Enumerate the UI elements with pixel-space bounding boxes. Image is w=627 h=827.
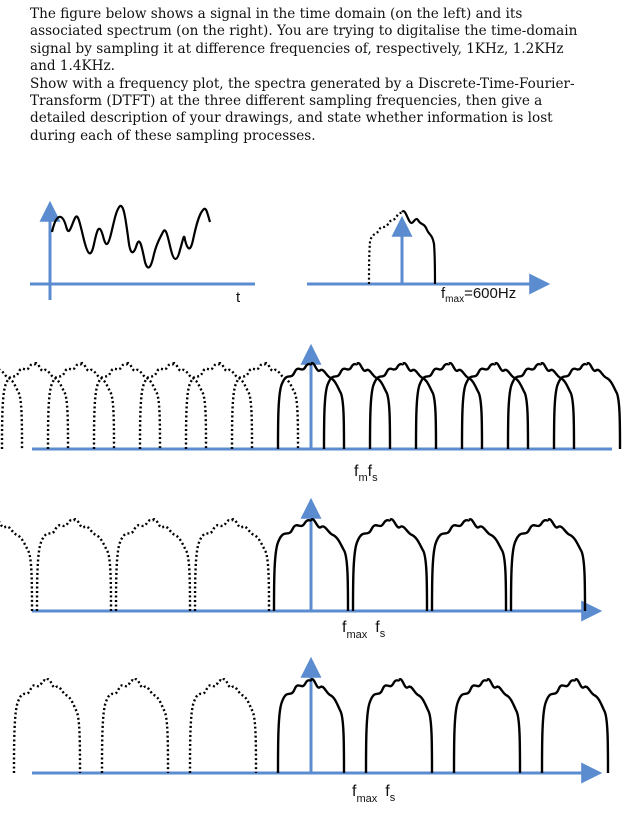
plot2-replica-0-right-half — [0, 520, 34, 612]
plot1-replica-5-left-half — [184, 362, 221, 450]
plot1-replica-8-left-half — [322, 362, 359, 450]
plot1-freq-labels: fmfs — [354, 463, 378, 484]
plot3-replica-4-right-half — [398, 678, 434, 774]
plot1-replica-13-right-half — [586, 361, 622, 450]
plot1-replica-12-left-half — [506, 362, 543, 450]
plot1-replica-0-right-half — [0, 368, 24, 450]
plot3-freq-labels: fmax fs — [352, 783, 396, 805]
plot1-replica-4-right-half — [172, 361, 208, 450]
plot1-replica-3-right-half — [126, 361, 162, 450]
plot2-replica-1-left-half — [35, 518, 76, 612]
plot2-replica-4-right-half — [310, 518, 350, 612]
plot3-replica-3-right-half — [310, 678, 346, 774]
plot3-replica-5-left-half — [452, 679, 489, 774]
plot2-replica-5-right-half — [389, 518, 429, 612]
plot3-replica-2-right-half — [222, 678, 258, 774]
plot1-replica-6-right-half — [264, 361, 300, 450]
plot2-replica-6-right-half — [468, 518, 508, 612]
plot2-replica-1-right-half — [73, 518, 113, 612]
plot3-replica-2-left-half — [188, 679, 225, 774]
plot2-replica-2-right-half — [152, 518, 192, 612]
plot1-replica-2-right-half — [80, 361, 116, 450]
plot3-replica-0-right-half — [46, 678, 82, 774]
plot3-replica-4-left-half — [364, 679, 401, 774]
question-text: The figure below shows a signal in the t… — [30, 6, 590, 145]
plot1-replica-4-left-half — [138, 362, 175, 450]
plot2-replica-6-left-half — [430, 518, 471, 612]
plot3-replica-1-left-half — [100, 679, 137, 774]
time-signal-trace — [50, 204, 212, 269]
plot2-replica-3-right-half — [231, 518, 271, 612]
plot3-replica-3-left-half — [276, 679, 313, 774]
sampled-spectrum-plot-1: fmfs — [0, 343, 622, 484]
spectrum-positive-half — [401, 210, 437, 285]
plot2-replica-7-right-half — [547, 518, 587, 612]
plot2-replica-2-left-half — [114, 518, 155, 612]
plot3-replica-6-right-half — [574, 678, 610, 774]
time-axis-label: t — [236, 289, 241, 306]
plot1-replica-6-left-half — [230, 362, 267, 450]
plot1-replica-2-left-half — [46, 362, 83, 450]
plot1-replica-5-right-half — [218, 361, 254, 450]
spectrum-negative-half — [367, 211, 403, 285]
plot1-replica-7-left-half — [276, 362, 313, 450]
question-paragraph-1: The figure below shows a signal in the t… — [30, 6, 578, 75]
plot2-replica-3-left-half — [193, 518, 234, 612]
sampled-spectrum-plot-3: fmax fs — [12, 656, 610, 805]
original-spectrum-plot: fmax=600Hz — [307, 210, 551, 305]
plot1-replica-1-right-half — [34, 361, 70, 450]
plot1-replica-10-left-half — [414, 362, 451, 450]
plot2-replica-5-left-half — [351, 518, 392, 612]
plot1-replica-11-left-half — [460, 362, 497, 450]
time-domain-plot: t — [30, 200, 255, 306]
plot2-freq-labels: fmax fs — [342, 619, 386, 641]
plot3-replica-0-left-half — [12, 679, 49, 774]
plot1-replica-9-left-half — [368, 362, 405, 450]
question-paragraph-2: Show with a frequency plot, the spectra … — [30, 75, 575, 144]
sampled-spectrum-plot-2: fmax fs — [0, 497, 603, 641]
plot3-replica-1-right-half — [134, 678, 170, 774]
plot1-replica-1-left-half — [0, 362, 37, 450]
plot3-replica-6-left-half — [540, 679, 577, 774]
fmax-label: fmax=600Hz — [441, 285, 516, 305]
plot2-replica-7-left-half — [509, 518, 550, 612]
plot1-replica-13-left-half — [552, 362, 589, 450]
plot3-replica-5-right-half — [486, 678, 522, 774]
plot1-replica-3-left-half — [92, 362, 129, 450]
plot2-replica-4-left-half — [272, 518, 313, 612]
